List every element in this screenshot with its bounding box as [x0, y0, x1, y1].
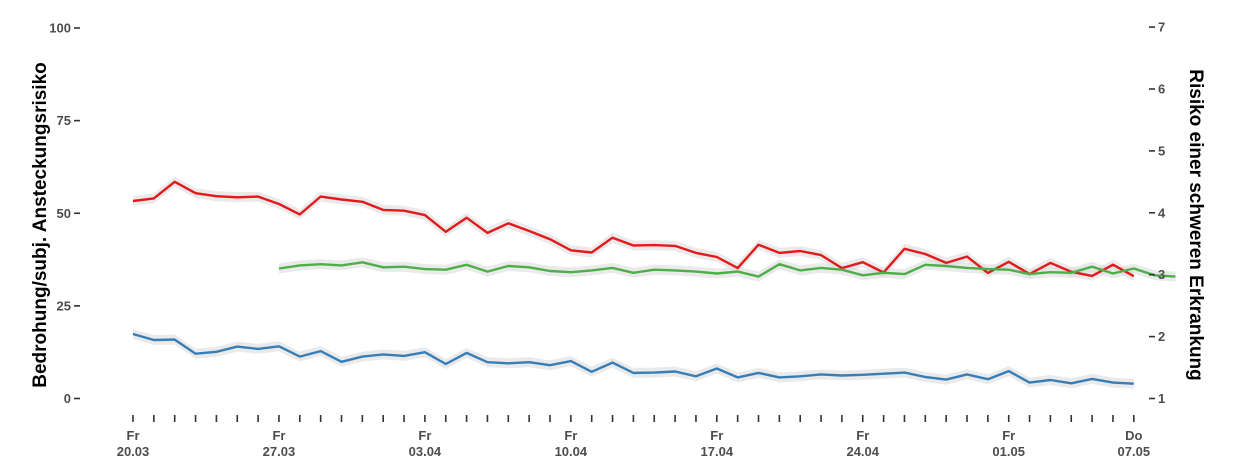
x-axis-tick-date: 20.03	[117, 444, 150, 459]
left-y-axis: 0 25 50 75 100	[49, 21, 80, 406]
x-axis-tick-date: 03.04	[409, 444, 442, 459]
left-axis-tick-label: 75	[57, 113, 71, 128]
x-axis-tick-day: Fr	[710, 428, 723, 443]
right-axis-title: Risiko einer schweren Erkrankung	[1185, 69, 1206, 381]
right-axis-tick-label: 6	[1158, 82, 1165, 97]
x-axis-tick-day: Fr	[1002, 428, 1015, 443]
left-axis-tick-label: 50	[57, 206, 71, 221]
x-axis-tick-day: Fr	[272, 428, 285, 443]
left-axis-title: Bedrohung/subj. Ansteckungsrisiko	[30, 62, 51, 388]
confidence-band	[279, 257, 1176, 282]
left-axis-tick-label: 0	[64, 391, 71, 406]
right-axis-tick-label: 2	[1158, 329, 1165, 344]
x-axis-tick-day: Fr	[418, 428, 431, 443]
x-axis-tick-day: Fr	[856, 428, 869, 443]
x-axis-tick-date: 27.03	[263, 444, 296, 459]
confidence-band	[133, 329, 1134, 389]
x-axis-tick-day: Fr	[127, 428, 140, 443]
left-axis-tick-label: 100	[49, 21, 71, 36]
right-axis-tick-label: 7	[1158, 20, 1165, 35]
series-lines	[132, 180, 1176, 385]
x-axis-tick-date: 07.05	[1118, 444, 1151, 459]
left-axis-tick-label: 25	[57, 298, 71, 313]
x-axis-tick-date: 17.04	[701, 444, 734, 459]
right-y-axis: 1 2 3 4 5 6 7	[1149, 20, 1166, 406]
right-axis-tick-label: 3	[1158, 267, 1165, 282]
x-axis-tick-date: 10.04	[555, 444, 588, 459]
x-axis-tick-day: Do	[1125, 428, 1142, 443]
x-axis-tick-day: Fr	[564, 428, 577, 443]
x-axis-tick-date: 24.04	[846, 444, 879, 459]
right-axis-tick-label: 5	[1158, 143, 1165, 158]
x-axis-tick-date: 01.05	[992, 444, 1025, 459]
series-line	[278, 261, 1176, 278]
series-line	[132, 180, 1135, 278]
right-axis-tick-label: 1	[1158, 391, 1165, 406]
x-axis: Fr20.03Fr27.03Fr03.04Fr10.04Fr17.04Fr24.…	[117, 415, 1150, 459]
right-axis-tick-label: 4	[1158, 205, 1166, 220]
series-line	[132, 332, 1134, 385]
